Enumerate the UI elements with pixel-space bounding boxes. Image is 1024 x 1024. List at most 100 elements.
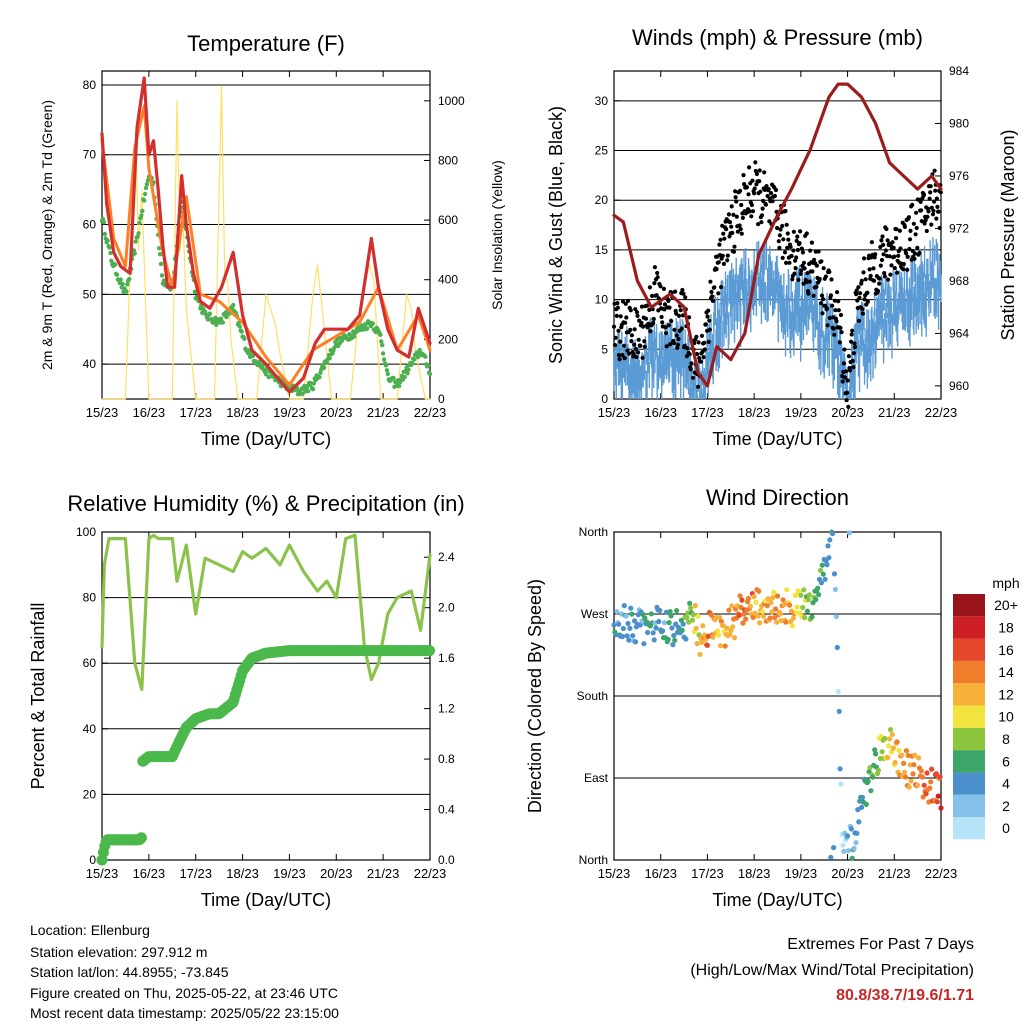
gust-series-point xyxy=(672,327,677,332)
gust-series-point xyxy=(652,281,657,286)
direction-point xyxy=(920,794,926,800)
gust-series-point xyxy=(685,346,690,351)
direction-point xyxy=(632,639,639,645)
direction-point xyxy=(817,567,824,574)
td-series-point xyxy=(321,365,327,370)
extremes-subtitle: (High/Low/Max Wind/Total Precipitation) xyxy=(690,962,974,979)
gust-series-point xyxy=(792,271,797,276)
td-series-point xyxy=(379,339,384,344)
direction-point xyxy=(661,620,668,626)
direction-point xyxy=(665,636,671,643)
gust-series-point xyxy=(847,368,853,373)
direction-point xyxy=(784,587,790,593)
gust-series-point xyxy=(893,236,899,241)
direction-point xyxy=(769,609,775,615)
x-tick-label: 16/23 xyxy=(133,866,166,881)
gust-series-point xyxy=(805,271,810,276)
gust-series-point xyxy=(632,342,637,347)
td-series-point xyxy=(133,239,138,244)
gust-series-point xyxy=(825,323,830,328)
x-tick-label: 20/23 xyxy=(320,405,353,420)
direction-point xyxy=(760,613,767,619)
direction-point xyxy=(882,735,888,742)
gust-series-point xyxy=(618,314,623,319)
humidity-precip-panel: 15/23 16/23 17/23 18/23 19/23 20/23 21/23 22/23… xyxy=(28,491,465,910)
y2-tick-label: 1.2 xyxy=(438,702,455,716)
direction-point xyxy=(819,562,825,568)
gust-series-point xyxy=(816,249,821,254)
direction-point xyxy=(851,845,857,852)
gust-series-point xyxy=(772,193,778,199)
direction-point xyxy=(928,779,934,785)
gust-series-point xyxy=(923,218,928,223)
direction-point xyxy=(792,592,798,599)
gust-series-point xyxy=(784,260,789,265)
gust-series-point xyxy=(845,390,850,395)
direction-point xyxy=(770,595,776,601)
gust-series-point xyxy=(868,273,873,278)
gust-series-point xyxy=(730,230,735,235)
legend-label: 12 xyxy=(998,686,1014,702)
gust-series-point xyxy=(929,222,934,227)
legend-swatch xyxy=(953,638,985,661)
td-series-point xyxy=(381,357,387,362)
gust-series-point xyxy=(857,295,862,300)
td-series-point xyxy=(239,329,244,334)
gust-series-point xyxy=(828,293,834,298)
direction-point xyxy=(669,625,675,631)
direction-point xyxy=(845,833,851,839)
gust-series-point xyxy=(781,237,786,242)
td-series-point xyxy=(142,191,148,197)
y-tick-label: North xyxy=(579,853,608,867)
direction-point xyxy=(680,621,686,627)
gust-series-point xyxy=(922,221,927,226)
gust-series-point xyxy=(892,266,897,271)
y-tick-label: 30 xyxy=(595,94,609,108)
gust-series-point xyxy=(872,278,877,283)
gust-series-point xyxy=(647,285,653,290)
td-series-point xyxy=(139,213,144,218)
gust-series-point xyxy=(914,210,919,215)
direction-point xyxy=(879,749,885,755)
y-axis-label: Sonic Wind & Gust (Blue, Black) xyxy=(546,106,566,364)
direction-point xyxy=(912,752,918,758)
gust-series-point xyxy=(696,384,701,389)
gust-series-point xyxy=(917,250,922,255)
gust-series-point xyxy=(671,341,677,346)
gust-series-point xyxy=(858,291,863,296)
gust-series-point xyxy=(910,202,915,207)
gust-series-point xyxy=(675,342,681,347)
gust-series-point xyxy=(919,219,924,224)
td-series-point xyxy=(402,374,407,380)
td-series-point xyxy=(391,375,396,381)
y-axis-label: Percent & Total Rainfall xyxy=(28,603,48,790)
gust-series-point xyxy=(905,254,910,259)
gust-series-point xyxy=(678,308,683,313)
direction-point xyxy=(777,611,783,617)
latlon-text: Station lat/lon: 44.8955; -73.845 xyxy=(30,964,229,980)
extremes-title: Extremes For Past 7 Days xyxy=(787,936,974,953)
direction-point xyxy=(901,760,907,767)
direction-point xyxy=(783,619,789,625)
y-tick-label: 60 xyxy=(83,218,97,232)
gust-series-point xyxy=(628,308,633,313)
gust-series-point xyxy=(906,215,912,220)
gust-series-point xyxy=(616,328,621,333)
gust-series-point xyxy=(636,337,641,342)
td-series-point xyxy=(231,302,236,308)
gust-series-point xyxy=(836,308,841,313)
gust-series-point xyxy=(800,250,806,255)
td-series-point xyxy=(396,383,402,389)
direction-point xyxy=(804,608,811,614)
gust-series-point xyxy=(790,277,795,282)
direction-point xyxy=(923,791,929,797)
td-series-point xyxy=(158,261,164,267)
gust-series-point xyxy=(768,191,774,196)
direction-point xyxy=(818,580,825,586)
gust-series-point xyxy=(645,303,650,308)
gust-series-point xyxy=(654,293,659,298)
gust-series-point xyxy=(757,168,762,173)
direction-point xyxy=(653,625,659,631)
legend-swatch xyxy=(953,616,985,639)
td-series-point xyxy=(300,391,305,396)
